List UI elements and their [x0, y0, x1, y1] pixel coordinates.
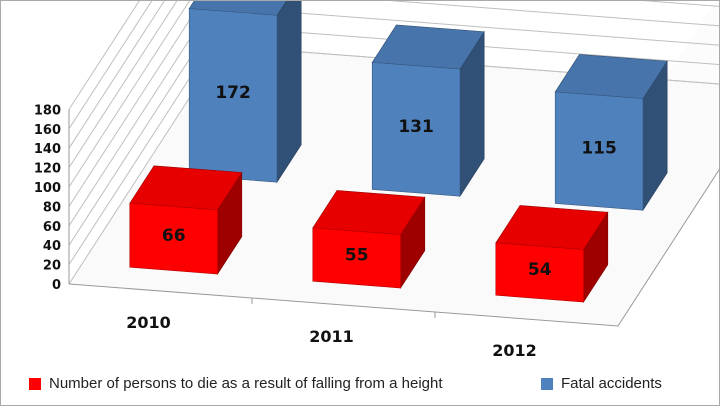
legend-label-falls: Number of persons to die as a result of …	[49, 375, 443, 392]
legend-swatch-fatal	[541, 377, 553, 390]
data-label-falls: 54	[528, 260, 552, 280]
y-tick-label: 140	[34, 142, 61, 157]
y-tick-label: 80	[43, 200, 61, 215]
x-category-label: 2012	[492, 341, 537, 360]
y-tick-label: 180	[34, 103, 61, 118]
data-label-fatal: 115	[581, 139, 617, 159]
x-category-label: 2010	[126, 313, 171, 332]
gridline	[68, 1, 165, 149]
gridline	[68, 1, 153, 130]
bar-fatal	[554, 91, 644, 211]
legend: Number of persons to die as a result of …	[29, 371, 689, 397]
legend-item-falls: Number of persons to die as a result of …	[29, 375, 443, 392]
gridline	[68, 1, 178, 168]
bar-fatal	[188, 8, 278, 183]
gridline	[68, 1, 719, 227]
x-category-label: 2011	[309, 327, 354, 346]
gridline	[68, 1, 190, 188]
bar-falls	[129, 202, 218, 275]
data-label-falls: 55	[345, 246, 369, 266]
floor-back-edge	[222, 45, 719, 85]
chart-canvas: 0 20 40 60 80 100 120 140 160 180 172 131 115 66 55 54 2…	[34, 1, 719, 360]
data-label-falls: 66	[162, 226, 186, 246]
y-tick-label: 20	[43, 259, 61, 274]
y-tick-label: 40	[43, 239, 61, 254]
data-label-fatal: 131	[398, 117, 434, 137]
data-label-fatal: 172	[215, 83, 251, 103]
legend-item-fatal: Fatal accidents	[541, 375, 662, 392]
y-tick-label: 60	[43, 220, 61, 235]
legend-swatch-falls	[29, 377, 41, 390]
y-tick-label: 100	[34, 181, 61, 196]
gridline	[68, 1, 719, 207]
legend-label-fatal: Fatal accidents	[561, 375, 662, 392]
bar-fatal	[371, 62, 461, 197]
y-tick-label: 120	[34, 162, 61, 177]
y-tick-label: 160	[34, 123, 61, 138]
gridline	[68, 1, 140, 110]
y-tick-label: 0	[52, 278, 61, 293]
bar-falls	[312, 227, 401, 289]
bar-falls	[495, 242, 584, 303]
